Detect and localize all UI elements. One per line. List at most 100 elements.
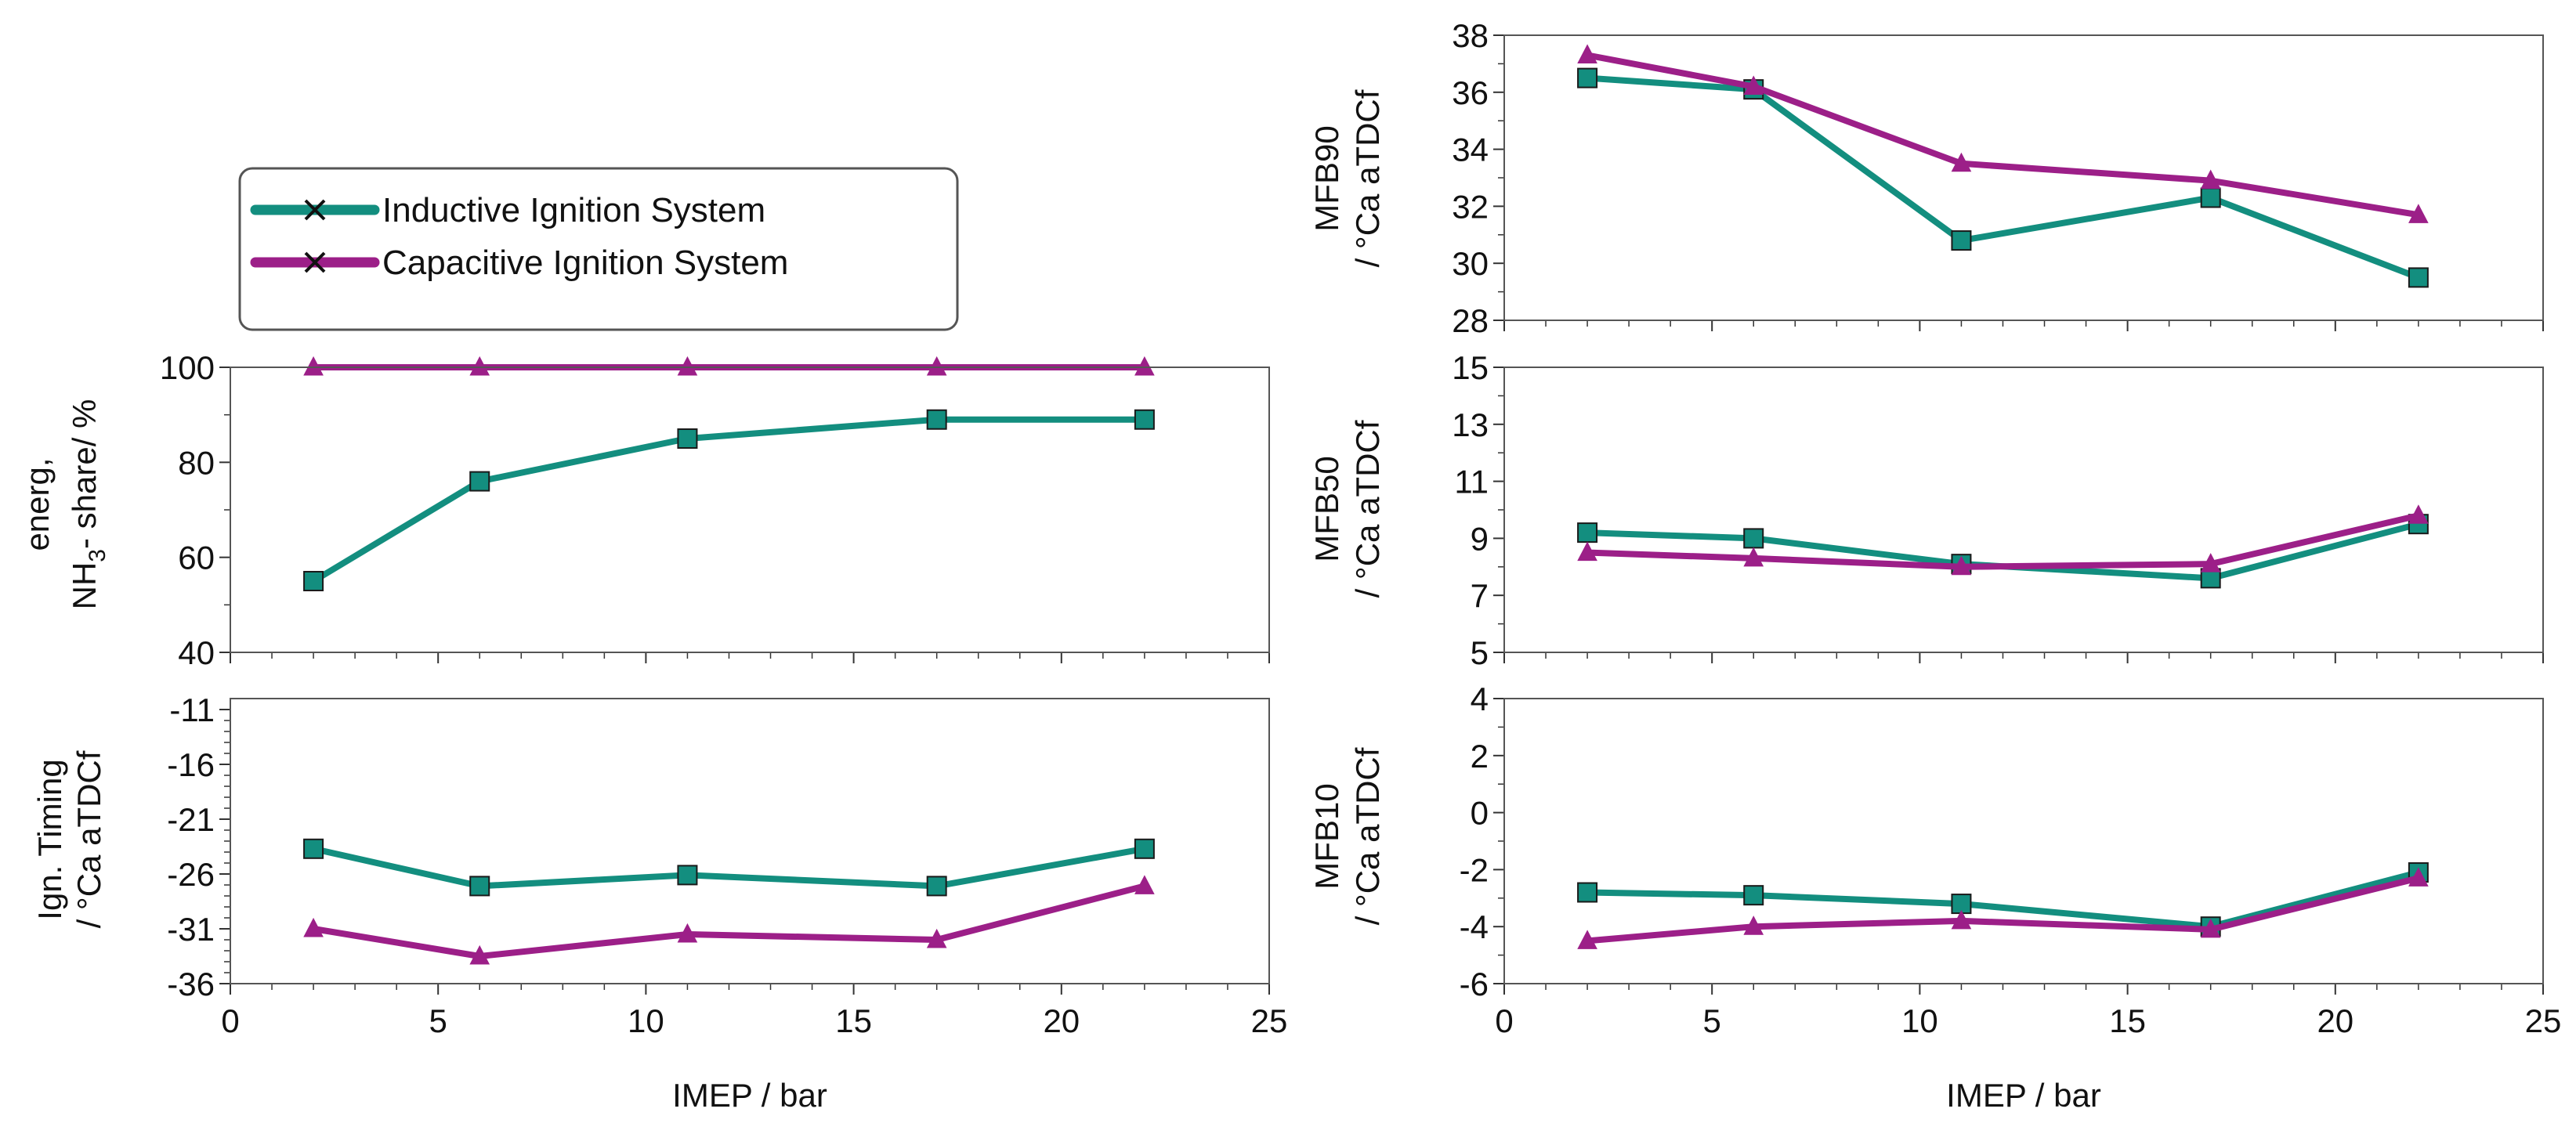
- marker-nh3-inductive-0: [303, 571, 324, 591]
- ylabel-nh3-part-sub: 3: [85, 549, 110, 562]
- marker-mfb90-inductive-2: [1951, 230, 1972, 251]
- legend: Inductive Ignition System Capacitive Ign…: [238, 167, 959, 331]
- ylabel-mfb90-line-2: / °Ca aTDCf: [1349, 89, 1386, 267]
- marker-mfb50-capacitive-2: [1951, 555, 1972, 576]
- panel-mfb50: MFB50 / °Ca aTDCf 5 7 9 11 13 15: [1308, 349, 2544, 671]
- ylabel-ign-line-2: / °Ca aTDCf: [71, 750, 107, 928]
- yticks-nh3: 40 60 80 100: [160, 349, 1270, 671]
- ytick-label-mfb50-5: 15: [1452, 349, 1489, 386]
- panel-nh3: energ, NH3- share/ % 40 60 80 100: [19, 349, 1270, 671]
- ytick-label-mfb10-0: -6: [1460, 966, 1489, 1002]
- marker-mfb90-inductive-4: [2408, 267, 2429, 288]
- ytick-label-nh3-3: 100: [160, 349, 215, 386]
- marker-nh3-inductive-2: [677, 428, 698, 449]
- legend-label-inductive: Inductive Ignition System: [382, 191, 765, 229]
- marker-nh3-inductive-1: [469, 471, 490, 492]
- marker-mfb10-inductive-0: [1577, 882, 1598, 903]
- xticks-left: 0 5 10 15 20 25: [221, 1002, 1287, 1039]
- marker-ign-capacitive-4: [1134, 875, 1155, 894]
- xtick-label-mfb10-5: 25: [2525, 1002, 2562, 1039]
- ytick-label-mfb10-2: -2: [1460, 851, 1489, 888]
- plot-frame-mfb50: [1503, 367, 2544, 653]
- marker-mfb90-capacitive-3: [2200, 169, 2221, 190]
- ytick-label-nh3-2: 80: [178, 444, 215, 481]
- xtick-label-mfb10-0: 0: [1495, 1002, 1513, 1039]
- marker-mfb50-capacitive-1: [1743, 547, 1764, 567]
- series-line-mfb90-capacitive: [1586, 52, 2419, 218]
- legend-label-capacitive: Capacitive Ignition System: [382, 244, 788, 282]
- marker-nh3-capacitive-4: [1134, 356, 1155, 376]
- marker-ign-inductive-2: [677, 865, 698, 886]
- marker-mfb50-inductive-1: [1743, 528, 1764, 549]
- marker-mfb90-inductive-0: [1577, 67, 1598, 88]
- xlabel-left: IMEP / bar: [672, 1077, 827, 1114]
- marker-ign-inductive-1: [469, 876, 490, 897]
- ytick-label-ign-2: -26: [167, 856, 215, 893]
- ylabel-mfb90-line-1: MFB90: [1308, 125, 1345, 231]
- ytick-label-mfb10-4: 2: [1471, 738, 1489, 775]
- marker-ign-capacitive-1: [469, 944, 490, 965]
- xticks-right: 0 5 10 15 20 25: [1495, 1002, 2561, 1039]
- ylabel-mfb10-line-1: MFB10: [1308, 783, 1345, 889]
- marker-mfb10-capacitive-0: [1577, 930, 1597, 949]
- marker-mfb90-inductive-3: [2200, 187, 2221, 208]
- marker-nh3-inductive-4: [1134, 409, 1155, 430]
- series-mfb90: [1577, 44, 2429, 288]
- yticks-mfb10: -6 -4 -2 0 2 4: [1460, 681, 2544, 1002]
- marker-nh3-capacitive-3: [926, 356, 947, 376]
- marker-ign-inductive-3: [926, 876, 947, 897]
- ytick-label-ign-3: -21: [167, 801, 215, 838]
- panel-mfb10: MFB10 / °Ca aTDCf IMEP / bar -6 -4 -2 0 2 4 0…: [1308, 681, 2561, 1114]
- ylabel-mfb50-line-2: / °Ca aTDCf: [1349, 420, 1386, 598]
- marker-mfb10-capacitive-2: [1951, 909, 1972, 930]
- xtick-label-ign-3: 15: [835, 1002, 872, 1039]
- marker-ign-capacitive-3: [926, 928, 947, 948]
- marker-ign-inductive-0: [303, 838, 324, 859]
- xtick-label-ign-0: 0: [221, 1002, 239, 1039]
- marker-ign-capacitive-0: [303, 917, 324, 937]
- xtick-label-mfb10-4: 20: [2317, 1002, 2353, 1039]
- marker-mfb10-capacitive-3: [2200, 918, 2221, 938]
- ytick-label-mfb90-5: 38: [1452, 17, 1489, 54]
- ylabel-nh3-part-rest: - share/ %: [66, 399, 103, 549]
- plot-frame-mfb90: [1503, 34, 2544, 321]
- ytick-label-mfb10-1: -4: [1460, 908, 1489, 945]
- marker-mfb90-capacitive-2: [1951, 152, 1972, 172]
- ytick-label-mfb50-2: 9: [1471, 520, 1489, 557]
- marker-nh3-inductive-3: [926, 409, 947, 430]
- plot-frame-ign: [230, 698, 1270, 984]
- xtick-label-mfb10-2: 10: [1901, 1002, 1938, 1039]
- xlabel-right: IMEP / bar: [1946, 1077, 2101, 1114]
- series-line-mfb10-inductive: [1587, 869, 2419, 930]
- xtick-label-ign-1: 5: [429, 1002, 447, 1039]
- ytick-label-ign-1: -31: [167, 911, 215, 948]
- marker-ign-inductive-4: [1134, 838, 1155, 859]
- plot-frame-mfb10: [1503, 698, 2544, 984]
- ytick-label-mfb90-1: 30: [1452, 245, 1489, 282]
- legend-cross-icon-capacitive: [304, 251, 326, 273]
- series-ign: [303, 838, 1155, 965]
- series-nh3: [303, 356, 1155, 591]
- xtick-label-ign-5: 25: [1251, 1002, 1288, 1039]
- series-mfb50: [1577, 504, 2429, 589]
- ylabel-nh3-line-2: NH3- share/ %: [66, 399, 110, 610]
- series-line-ign-inductive: [313, 845, 1145, 890]
- ytick-label-mfb10-3: 0: [1471, 795, 1489, 832]
- marker-mfb50-capacitive-4: [2408, 504, 2429, 524]
- series-line-mfb90-inductive: [1586, 74, 2420, 281]
- yticks-mfb50: 5 7 9 11 13 15: [1452, 349, 2544, 671]
- marker-mfb10-inductive-1: [1743, 885, 1764, 906]
- panel-ign: Ign. Timing / °Ca aTDCf IMEP / bar -36-3…: [31, 692, 1287, 1114]
- ytick-label-mfb50-0: 5: [1471, 634, 1489, 671]
- ylabel-nh3-line-1: energ,: [19, 457, 56, 551]
- legend-frame: [238, 167, 959, 331]
- ylabel-mfb10-line-2: / °Ca aTDCf: [1349, 747, 1386, 925]
- ytick-label-mfb90-2: 32: [1452, 188, 1489, 225]
- marker-nh3-capacitive-2: [677, 356, 698, 376]
- ytick-label-nh3-1: 60: [178, 540, 215, 576]
- xtick-label-mfb10-3: 15: [2109, 1002, 2146, 1039]
- legend-cross-icon-inductive: [304, 199, 326, 221]
- plot-frame-nh3: [230, 367, 1270, 653]
- ylabel-nh3-part-nh: NH: [66, 562, 103, 610]
